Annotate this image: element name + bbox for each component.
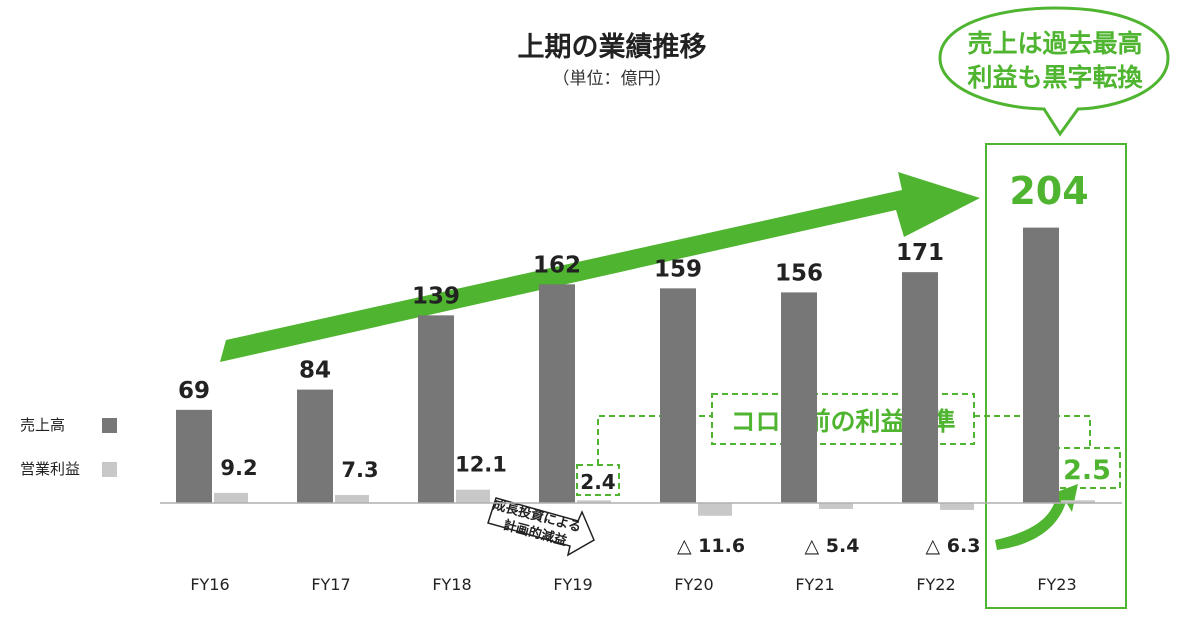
profit-bar-fy17 <box>335 494 369 503</box>
sales-bar-fy21 <box>781 292 817 503</box>
profit-value-label-fy18: 12.1 <box>455 453 507 477</box>
note-pointer-shape <box>487 497 595 557</box>
chart-subtitle: （単位：億円） <box>553 69 672 89</box>
sales-bar-fy16 <box>176 409 212 503</box>
sales-value-label-fy21: 156 <box>775 260 823 286</box>
profit-value-label-fy16: 9.2 <box>220 456 257 480</box>
sales-bar-fy23 <box>1023 227 1059 503</box>
chart-title: 上期の業績推移 <box>518 31 707 63</box>
profit-bar-fy18 <box>456 489 490 503</box>
profit-bar-fy23 <box>1061 500 1095 503</box>
sales-value-label-fy20: 159 <box>654 256 702 282</box>
x-tick-label-fy16: FY16 <box>190 575 229 594</box>
sales-value-label-fy22: 171 <box>896 240 944 266</box>
corona-label-box <box>711 393 975 445</box>
callout-bubble <box>938 6 1170 137</box>
profit-value-label-fy21: △ 5.4 <box>805 535 860 557</box>
callout-line1: 売上は過去最高 <box>967 29 1142 58</box>
x-tick-label-fy19: FY19 <box>553 575 592 594</box>
x-tick-label-fy22: FY22 <box>916 575 955 594</box>
profit-value-label-fy20: △ 11.6 <box>677 535 745 557</box>
sales-value-label-fy19: 162 <box>533 252 581 278</box>
legend-label-sales: 売上高 <box>20 416 65 434</box>
record-callout: 売上は過去最高 利益も黒字転換 <box>938 6 1170 137</box>
profit-value-label-fy17: 7.3 <box>341 458 378 482</box>
legend-swatch-profit <box>102 462 117 477</box>
profit-value-label-fy19: 2.4 <box>580 470 615 494</box>
sales-bar-fy17 <box>297 389 333 503</box>
x-tick-label-fy23: FY23 <box>1037 575 1076 594</box>
legend-label-profit: 営業利益 <box>20 460 80 478</box>
profit-value-label-fy23: 2.5 <box>1063 455 1111 486</box>
sales-value-label-fy18: 139 <box>412 283 460 309</box>
sales-value-label-fy17: 84 <box>299 358 331 384</box>
sales-bar-fy18 <box>418 315 454 503</box>
x-tick-label-fy18: FY18 <box>432 575 471 594</box>
x-tick-label-fy21: FY21 <box>795 575 834 594</box>
reference-line-right <box>974 415 1091 448</box>
labels-layer: FY16 69 9.2 FY17 84 7.3 FY18 139 12.1 FY19 162 2.4 F… <box>178 168 1111 594</box>
profit-bar-fy21 <box>819 503 853 509</box>
growth-trend-arrow <box>220 172 980 362</box>
x-tick-label-fy20: FY20 <box>674 575 713 594</box>
sales-bar-fy19 <box>539 284 575 503</box>
fy19-profit-box <box>576 464 620 496</box>
fy23-highlight-box <box>985 143 1127 609</box>
profit-bar-fy22 <box>940 503 974 510</box>
callout-line2: 利益も黒字転換 <box>967 63 1143 92</box>
x-tick-label-fy17: FY17 <box>311 575 350 594</box>
fy19-investment-note: 成長投資による 計画的減益 <box>487 497 595 557</box>
legend: 売上高 営業利益 <box>20 416 117 478</box>
sales-bar-fy22 <box>902 272 938 503</box>
profit-bar-fy16 <box>214 492 248 503</box>
profit-bar-fy20 <box>698 503 732 516</box>
sales-bar-fy20 <box>660 288 696 503</box>
bars-layer <box>176 227 1095 516</box>
profit-bar-fy19 <box>577 500 611 503</box>
legend-swatch-sales <box>102 418 117 433</box>
profit-value-label-fy22: △ 6.3 <box>926 535 981 557</box>
sales-value-label-fy16: 69 <box>178 378 210 404</box>
sales-value-label-fy23: 204 <box>1009 169 1088 213</box>
